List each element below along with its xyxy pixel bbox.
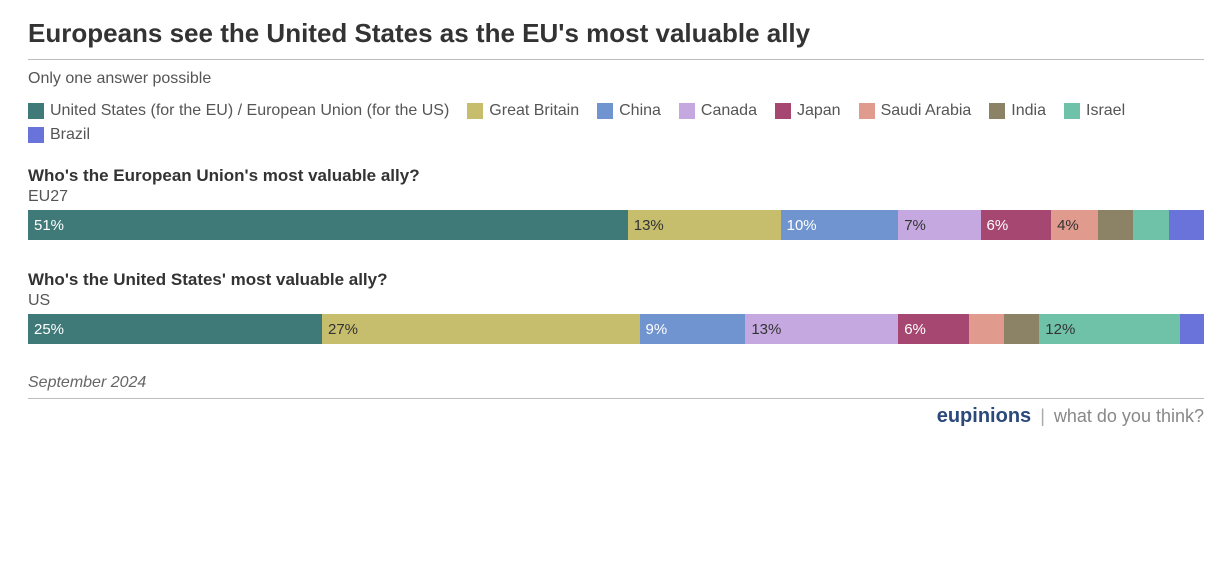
legend-label: China (619, 102, 661, 120)
legend-label: Brazil (50, 126, 90, 144)
legend-label: Canada (701, 102, 757, 120)
bar-segment (1169, 210, 1204, 240)
bar-segment: 10% (781, 210, 899, 240)
stacked-bar: 25%27%9%13%6% 12% (28, 314, 1204, 344)
bar-segment: 6% (981, 210, 1052, 240)
legend-label: Great Britain (489, 102, 579, 120)
bar-segment: 25% (28, 314, 322, 344)
legend-swatch (679, 103, 695, 119)
bar-segment: 4% (1051, 210, 1098, 240)
brand-logo: eupinions (937, 405, 1031, 427)
bar-segment: 13% (745, 314, 898, 344)
legend-swatch (597, 103, 613, 119)
chart-question: Who's the European Union's most valuable… (28, 166, 1204, 186)
subtitle: Only one answer possible (28, 70, 1204, 88)
chart-container: Europeans see the United States as the E… (0, 0, 1232, 568)
legend-swatch (859, 103, 875, 119)
chart-row-label: EU27 (28, 188, 1204, 206)
legend-item: Japan (775, 102, 841, 120)
legend: United States (for the EU) / European Un… (28, 102, 1204, 144)
legend-item: Saudi Arabia (859, 102, 972, 120)
stacked-bar: 51%13%10%7%6%4% (28, 210, 1204, 240)
legend-label: India (1011, 102, 1046, 120)
page-title: Europeans see the United States as the E… (28, 18, 1204, 49)
legend-swatch (467, 103, 483, 119)
bar-segment: 27% (322, 314, 640, 344)
bar-segment: 7% (898, 210, 980, 240)
bar-segment (1004, 314, 1039, 344)
legend-item: Great Britain (467, 102, 579, 120)
legend-swatch (28, 103, 44, 119)
bar-segment (1180, 314, 1204, 344)
bar-segment: 9% (640, 314, 746, 344)
bar-segment: 13% (628, 210, 781, 240)
bar-segment (969, 314, 1004, 344)
legend-item: Brazil (28, 126, 90, 144)
title-rule (28, 59, 1204, 60)
legend-item: United States (for the EU) / European Un… (28, 102, 449, 120)
chart-rows: Who's the European Union's most valuable… (28, 166, 1204, 344)
chart-row-label: US (28, 292, 1204, 310)
bar-segment (1098, 210, 1133, 240)
legend-label: Israel (1086, 102, 1125, 120)
legend-item: China (597, 102, 661, 120)
legend-swatch (28, 127, 44, 143)
footer-date: September 2024 (28, 374, 1204, 392)
legend-swatch (1064, 103, 1080, 119)
chart-question: Who's the United States' most valuable a… (28, 270, 1204, 290)
legend-item: Canada (679, 102, 757, 120)
legend-item: Israel (1064, 102, 1125, 120)
bar-segment: 51% (28, 210, 628, 240)
footer-rule (28, 398, 1204, 399)
bar-segment: 12% (1039, 314, 1180, 344)
legend-label: Japan (797, 102, 841, 120)
legend-swatch (775, 103, 791, 119)
legend-item: India (989, 102, 1046, 120)
brand-line: eupinions | what do you think? (28, 405, 1204, 428)
legend-label: Saudi Arabia (881, 102, 972, 120)
brand-separator: | (1040, 406, 1045, 426)
brand-tagline: what do you think? (1054, 406, 1204, 426)
legend-label: United States (for the EU) / European Un… (50, 102, 449, 120)
bar-segment (1133, 210, 1168, 240)
bar-segment: 6% (898, 314, 969, 344)
legend-swatch (989, 103, 1005, 119)
